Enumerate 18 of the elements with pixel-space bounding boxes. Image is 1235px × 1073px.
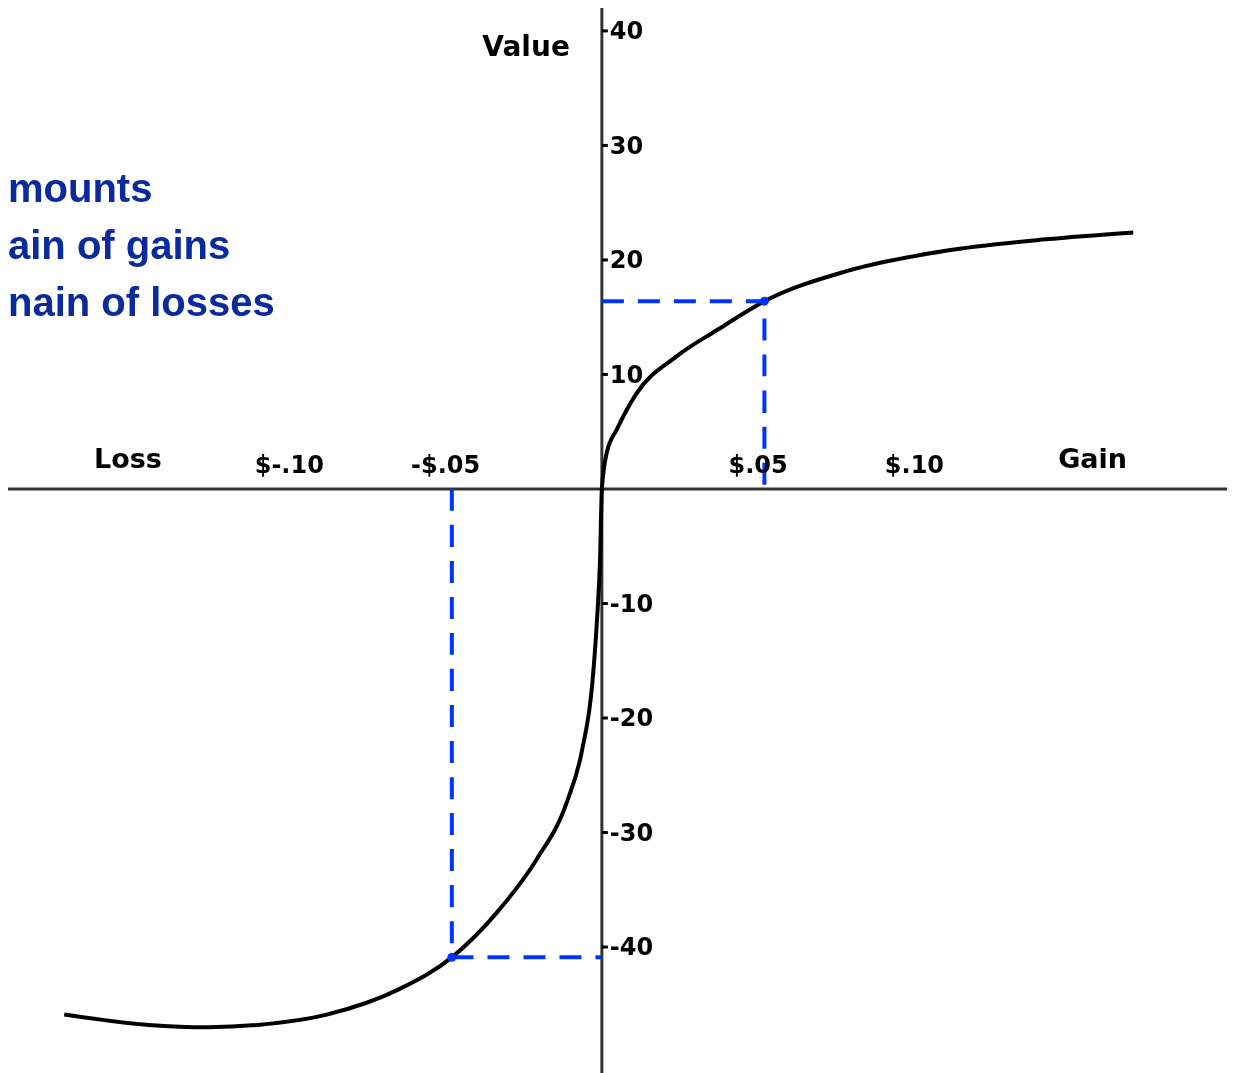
y-tick-label: -30 [609, 818, 654, 847]
y-tick-label: 10 [609, 360, 644, 389]
annotation: Gain [1058, 442, 1127, 474]
y-tick-label: -10 [609, 589, 654, 618]
y-tick-label: -20 [609, 704, 654, 733]
x-tick-label: $-.10 [254, 450, 324, 479]
x-tick-label: $.10 [884, 450, 945, 479]
y-tick-label: -40 [609, 933, 654, 962]
y-tick-label: 40 [609, 17, 644, 46]
x-tick-label: -$.05 [411, 450, 481, 479]
y-tick-label: 30 [609, 131, 644, 160]
y-tick-label: 20 [609, 246, 644, 275]
annotation: ain of gains [8, 223, 231, 268]
annotation: nain of losses [8, 280, 275, 325]
x-tick-label: $.05 [728, 450, 788, 479]
y-axis-title: Value [482, 30, 570, 63]
annotation: Loss [94, 442, 162, 474]
annotation: mounts [8, 166, 153, 211]
